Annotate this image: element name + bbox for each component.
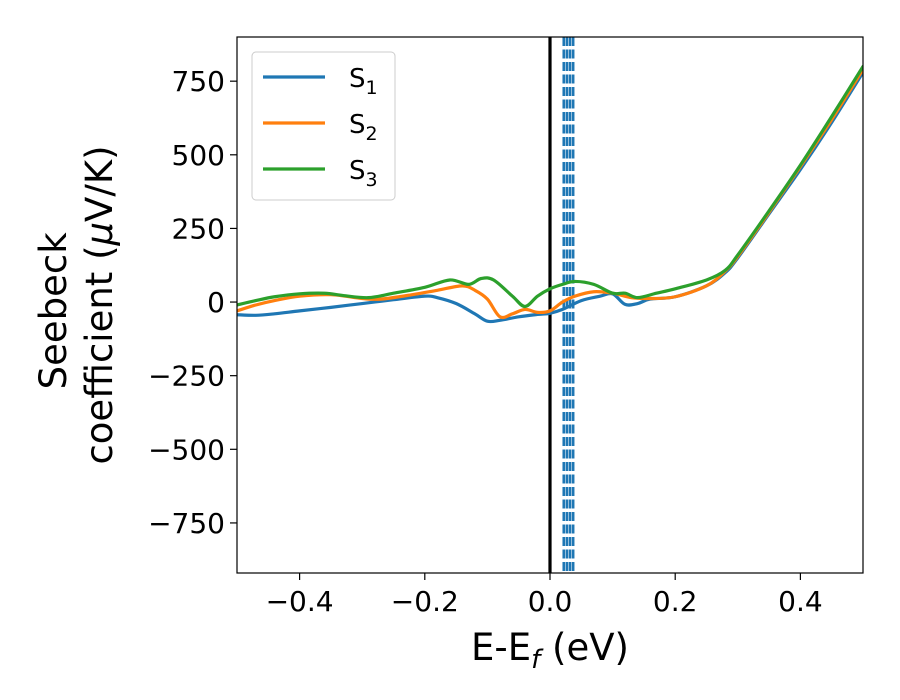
y-tick-label: 0 (207, 286, 225, 319)
series-layer (237, 64, 863, 324)
legend-label: S3 (349, 156, 378, 191)
legend-item-s3: S3 (263, 156, 378, 191)
y-axis-label-line2: coefficient (μV/K) (78, 145, 121, 464)
x-tick-label: 0.4 (778, 585, 823, 618)
series-line-s3 (237, 64, 863, 309)
y-axis-ticks: 750 500 250 0 −250 −500 −750 (148, 65, 237, 540)
y-tick-label: 500 (172, 139, 225, 172)
y-axis-label: Seebeck coefficient (μV/K) (32, 145, 121, 464)
x-tick-label: 0.0 (528, 585, 573, 618)
legend: S1 S2 S3 (251, 51, 396, 201)
x-axis-label: E-Ef (eV) (471, 626, 629, 675)
x-tick-label: 0.2 (653, 585, 698, 618)
y-axis-label-line1: Seebeck (32, 232, 75, 390)
y-tick-label: −750 (148, 507, 225, 540)
x-tick-label: −0.2 (391, 585, 459, 618)
x-axis-ticks: −0.4 −0.2 0.0 0.2 0.4 (266, 573, 823, 618)
x-tick-label: −0.4 (266, 585, 334, 618)
legend-box (251, 51, 396, 201)
y-tick-label: −500 (148, 433, 225, 466)
legend-item-s1: S1 (263, 64, 378, 99)
y-tick-label: 250 (172, 212, 225, 245)
legend-label: S1 (349, 64, 378, 99)
legend-label: S2 (349, 110, 378, 145)
legend-item-s2: S2 (263, 110, 378, 145)
y-tick-label: −250 (148, 360, 225, 393)
y-tick-label: 750 (172, 65, 225, 98)
